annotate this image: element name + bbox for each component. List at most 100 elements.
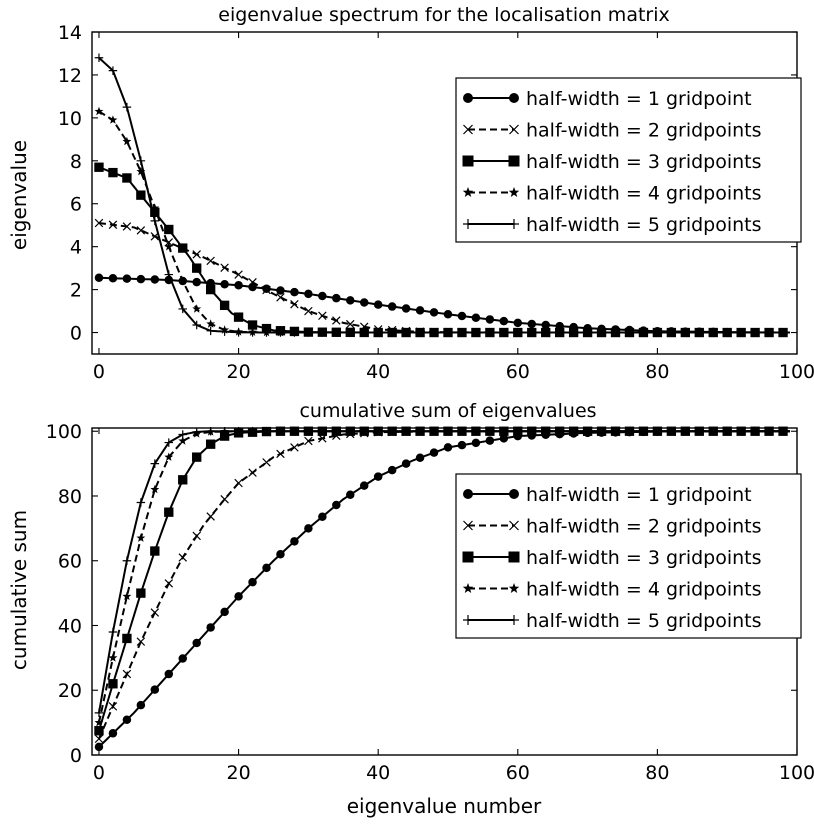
cumulative-legend-marker [462, 583, 474, 593]
cumulative-series [94, 426, 791, 752]
spectrum-point-half-width-5-gridpoints [332, 328, 341, 337]
spectrum-point-half-width-1-gridpoint [499, 316, 509, 326]
spectrum-point-half-width-1-gridpoint [415, 306, 425, 315]
cumulative-legend-item-half-width-1-gridpoint: half-width = 1 gridpoint [463, 484, 752, 506]
cumulative-point-half-width-1-gridpoint [164, 669, 174, 679]
spectrum-point-half-width-3-gridpoints [94, 162, 104, 172]
spectrum-point-half-width-1-gridpoint [304, 289, 313, 299]
cumulative-point-half-width-5-gridpoints [443, 426, 453, 436]
cumulative-point-half-width-2-gridpoints [262, 458, 271, 467]
cumulative-point-half-width-5-gridpoints [136, 498, 146, 507]
spectrum-point-half-width-1-gridpoint [527, 319, 537, 329]
spectrum-point-half-width-5-gridpoints [220, 327, 229, 336]
cumulative-point-half-width-1-gridpoint [94, 742, 104, 752]
cumulative-legend-item-half-width-4-gridpoints: half-width = 4 gridpoints [462, 579, 762, 601]
spectrum-point-half-width-3-gridpoints [108, 167, 118, 178]
spectrum-point-half-width-1-gridpoint [122, 274, 132, 283]
spectrum-point-half-width-1-gridpoint [373, 300, 383, 309]
spectrum-point-half-width-5-gridpoints [485, 328, 495, 337]
cumulative-point-half-width-3-gridpoints [150, 546, 160, 556]
spectrum-point-half-width-5-gridpoints [499, 328, 509, 337]
spectrum-point-half-width-2-gridpoints [234, 270, 243, 279]
spectrum-point-half-width-4-gridpoints [178, 276, 188, 285]
spectrum-point-half-width-5-gridpoints [150, 216, 160, 226]
cumulative-point-half-width-5-gridpoints [778, 426, 788, 436]
spectrum-point-half-width-5-gridpoints [164, 270, 174, 279]
cumulative-point-half-width-3-gridpoints [136, 588, 146, 598]
spectrum-legend-marker [509, 124, 519, 135]
spectrum-xtick-label: 20 [226, 361, 250, 383]
cumulative-point-half-width-4-gridpoints [122, 591, 132, 601]
cumulative-legend-marker [463, 615, 473, 625]
spectrum-point-half-width-5-gridpoints [318, 328, 327, 337]
cumulative-point-half-width-1-gridpoint [248, 577, 257, 587]
cumulative-point-half-width-3-gridpoints [122, 633, 132, 644]
spectrum-point-half-width-5-gridpoints [736, 328, 746, 337]
cumulative-point-half-width-5-gridpoints [94, 708, 104, 718]
cumulative-point-half-width-4-gridpoints [108, 653, 118, 662]
cumulative-legend-label: half-width = 2 gridpoints [526, 516, 762, 538]
cumulative-point-half-width-5-gridpoints [653, 426, 662, 436]
spectrum-point-half-width-5-gridpoints [639, 328, 648, 337]
spectrum-point-half-width-3-gridpoints [164, 224, 174, 235]
spectrum-legend-label: half-width = 4 gridpoints [526, 183, 762, 205]
cumulative-point-half-width-1-gridpoint [290, 537, 299, 546]
spectrum-ytick-label: 8 [70, 151, 82, 173]
spectrum-point-half-width-5-gridpoints [722, 328, 732, 337]
spectrum-point-half-width-5-gridpoints [667, 328, 676, 337]
spectrum-point-half-width-3-gridpoints [205, 284, 216, 295]
cumulative-ytick-label: 60 [58, 551, 82, 573]
spectrum-point-half-width-4-gridpoints [206, 319, 216, 328]
cumulative-legend-item-half-width-2-gridpoints: half-width = 2 gridpoints [463, 516, 762, 538]
spectrum-point-half-width-2-gridpoints [304, 306, 313, 316]
cumulative-point-half-width-4-gridpoints [164, 452, 174, 461]
spectrum-ytick-label: 2 [70, 280, 82, 302]
spectrum-point-half-width-3-gridpoints [247, 320, 258, 330]
cumulative-point-half-width-2-gridpoints [108, 702, 118, 711]
spectrum-point-half-width-1-gridpoint [94, 273, 104, 283]
cumulative-series-half-width-5-gridpoints [94, 426, 791, 718]
spectrum-title: eigenvalue spectrum for the localisation… [218, 4, 670, 26]
spectrum-point-half-width-4-gridpoints [164, 241, 174, 251]
cumulative-point-half-width-4-gridpoints [178, 436, 188, 445]
spectrum-xtick-label: 100 [779, 361, 814, 383]
spectrum-point-half-width-5-gridpoints [778, 328, 788, 337]
cumulative-point-half-width-1-gridpoint [346, 490, 355, 499]
cumulative-point-half-width-2-gridpoints [220, 494, 229, 504]
spectrum-point-half-width-1-gridpoint [332, 293, 341, 303]
cumulative-point-half-width-1-gridpoint [443, 443, 453, 452]
cumulative-xtick-label: 20 [226, 762, 250, 784]
spectrum-point-half-width-1-gridpoint [359, 298, 369, 307]
spectrum-point-half-width-5-gridpoints [401, 328, 411, 337]
spectrum-point-half-width-1-gridpoint [136, 274, 146, 284]
spectrum-point-half-width-2-gridpoints [262, 285, 271, 295]
cumulative-legend-label: half-width = 3 gridpoints [526, 547, 762, 569]
spectrum-ytick-label: 4 [70, 237, 82, 259]
spectrum-point-half-width-5-gridpoints [262, 328, 271, 337]
spectrum-point-half-width-2-gridpoints [318, 311, 327, 321]
cumulative-point-half-width-5-gridpoints [108, 627, 118, 637]
spectrum-point-half-width-5-gridpoints [108, 66, 118, 75]
spectrum-point-half-width-5-gridpoints [625, 328, 634, 337]
cumulative-point-half-width-5-gridpoints [736, 426, 746, 436]
cumulative-xtick-label: 60 [506, 762, 530, 784]
cumulative-point-half-width-3-gridpoints [94, 726, 104, 736]
cumulative-point-half-width-5-gridpoints [387, 426, 397, 436]
spectrum-point-half-width-5-gridpoints [359, 328, 369, 337]
cumulative-xtick-label: 0 [93, 762, 105, 784]
spectrum-point-half-width-1-gridpoint [108, 273, 118, 283]
spectrum-xtick-label: 40 [366, 361, 390, 383]
spectrum-point-half-width-5-gridpoints [290, 328, 299, 337]
cumulative-point-half-width-1-gridpoint [485, 436, 495, 445]
cumulative-point-half-width-1-gridpoint [276, 550, 285, 559]
cumulative-point-half-width-1-gridpoint [136, 700, 146, 710]
spectrum-legend-item-half-width-2-gridpoints: half-width = 2 gridpoints [463, 120, 762, 142]
spectrum-point-half-width-1-gridpoint [346, 296, 355, 305]
spectrum-ylabel: eigenvalue [7, 140, 31, 250]
cumulative-point-half-width-5-gridpoints [332, 426, 341, 436]
spectrum-legend-marker [463, 219, 473, 229]
cumulative-point-half-width-1-gridpoint [108, 729, 118, 738]
cumulative-point-half-width-1-gridpoint [471, 438, 481, 448]
spectrum-point-half-width-3-gridpoints [150, 207, 160, 217]
